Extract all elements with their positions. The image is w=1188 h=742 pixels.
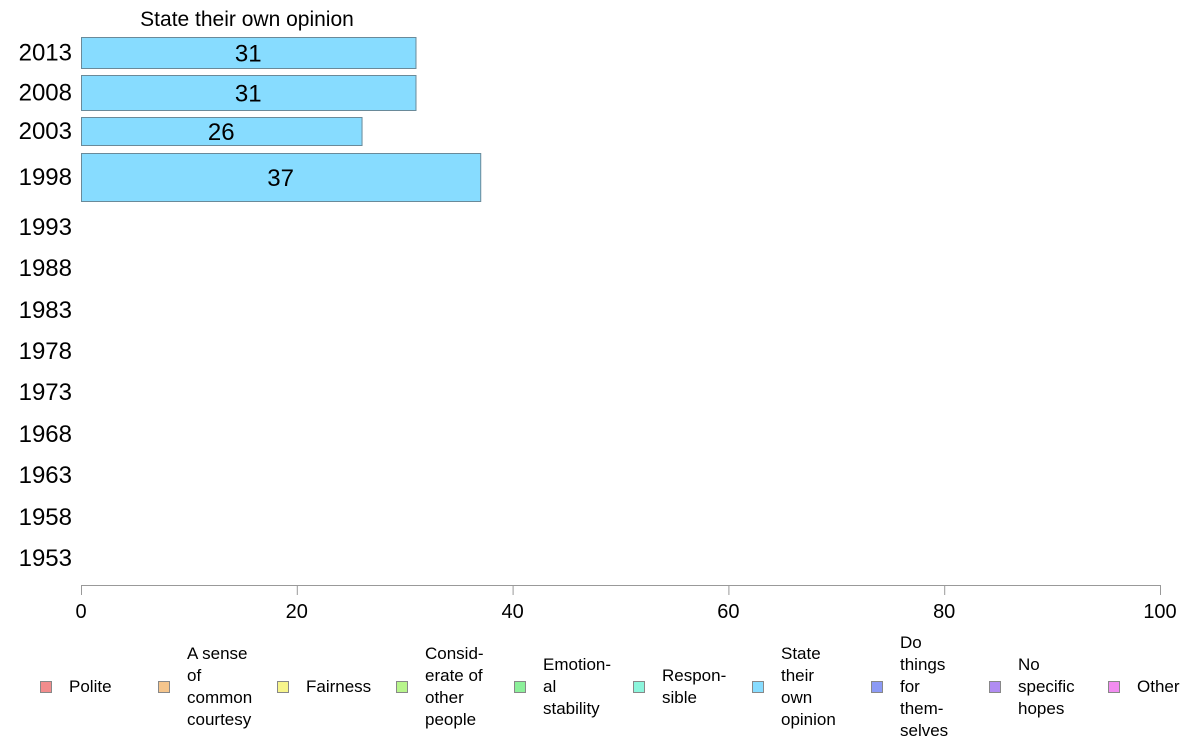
year-labels: 2013 2008 2003 1998 1993 1988 1983 1978 1973 1968… — [19, 40, 72, 573]
legend-label: Do things for them- selves — [900, 633, 949, 740]
x-tick-label: 20 — [286, 601, 308, 623]
year-label: 1988 — [19, 255, 72, 282]
legend-label: A sense of common courtesy — [187, 644, 253, 729]
year-label: 1998 — [19, 164, 72, 191]
legend-label: No specific hopes — [1018, 655, 1075, 718]
x-tick-label: 80 — [933, 601, 955, 623]
bar-value-label: 37 — [267, 165, 294, 192]
year-label: 1978 — [19, 338, 72, 365]
bar — [81, 153, 482, 202]
year-label: 1968 — [19, 421, 72, 448]
legend-swatch — [1108, 681, 1120, 693]
bar-value-label: 26 — [208, 119, 235, 146]
year-label: 2008 — [19, 80, 72, 107]
legend-label: Respon- sible — [662, 666, 727, 707]
chart-title: State their own opinion — [140, 8, 354, 31]
legend-item: Emotion- al stability — [514, 654, 611, 720]
legend-item: Fairness — [277, 676, 371, 698]
legend-swatch — [514, 681, 526, 693]
legend-item: Respon- sible — [633, 665, 726, 709]
legend-swatch — [871, 681, 883, 693]
year-label: 2013 — [19, 40, 72, 67]
legend-item: No specific hopes — [989, 654, 1075, 720]
legend-label: Polite — [69, 677, 112, 696]
legend-label: Emotion- al stability — [543, 655, 612, 718]
year-label: 1963 — [19, 462, 72, 489]
bar-value-label: 31 — [235, 41, 262, 68]
legend-swatch — [158, 681, 170, 693]
legend-item: Do things for them- selves — [871, 632, 948, 742]
legend-swatch — [40, 681, 52, 693]
legend-item: Other — [1108, 676, 1180, 698]
year-label: 1958 — [19, 504, 72, 531]
legend-swatch — [989, 681, 1001, 693]
legend-item: A sense of common courtesy — [158, 643, 252, 731]
legend-swatch — [277, 681, 289, 693]
legend-swatch — [633, 681, 645, 693]
legend-item: State their own opinion — [752, 643, 836, 731]
x-axis: 0 20 40 60 80 100 — [75, 585, 1177, 623]
x-tick-label: 60 — [717, 601, 739, 623]
legend-label: Fairness — [306, 677, 372, 696]
x-tick-label: 40 — [501, 601, 523, 623]
legend-label: State their own opinion — [781, 644, 836, 729]
legend-swatch — [752, 681, 764, 693]
legend-label: Other — [1137, 677, 1180, 696]
bar — [81, 37, 417, 69]
year-label: 1983 — [19, 297, 72, 324]
legend-item: Consid- erate of other people — [396, 643, 484, 731]
x-tick-label: 100 — [1143, 601, 1176, 623]
bar — [81, 75, 417, 111]
bar — [81, 117, 363, 146]
bar-value-label: 31 — [235, 81, 262, 108]
year-label: 1953 — [19, 545, 72, 572]
year-label: 1993 — [19, 214, 72, 241]
year-label: 1973 — [19, 379, 72, 406]
legend-item: Polite — [40, 676, 112, 698]
legend: Polite A sense of common courtesy Fairness… — [0, 633, 1188, 740]
legend-swatch — [396, 681, 408, 693]
legend-label: Consid- erate of other people — [425, 644, 484, 729]
year-label: 2003 — [19, 118, 72, 145]
x-tick-label: 0 — [75, 601, 86, 623]
